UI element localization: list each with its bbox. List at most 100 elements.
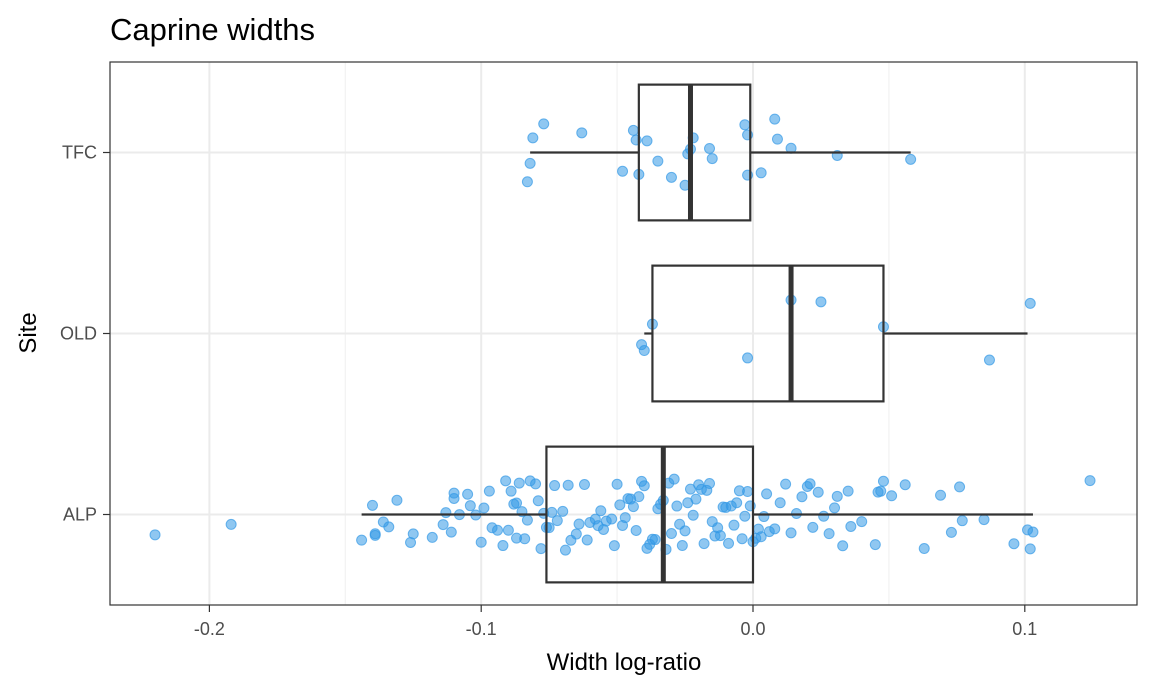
data-point xyxy=(856,516,868,528)
data-point xyxy=(521,176,533,188)
data-point xyxy=(530,478,542,490)
data-point xyxy=(755,167,767,179)
data-point xyxy=(511,497,523,509)
data-point xyxy=(815,296,827,308)
data-point xyxy=(627,501,639,513)
data-point xyxy=(742,352,754,364)
data-point xyxy=(505,485,517,497)
data-point xyxy=(1027,526,1039,538)
x-tick-label: -0.1 xyxy=(466,619,497,639)
data-point xyxy=(638,345,650,357)
data-point xyxy=(831,490,843,502)
data-point xyxy=(532,495,544,507)
data-point xyxy=(426,531,438,543)
data-point xyxy=(755,531,767,543)
data-point xyxy=(549,480,561,492)
data-point xyxy=(627,124,639,136)
data-point xyxy=(492,524,504,536)
axis-ticks: -0.2 -0.1 0.0 0.1 ALP OLD TFC xyxy=(60,143,1037,640)
data-point xyxy=(665,528,677,540)
data-point xyxy=(671,500,683,512)
data-point xyxy=(1008,538,1020,550)
data-point xyxy=(845,520,857,532)
box xyxy=(637,83,752,222)
data-point xyxy=(557,505,569,517)
data-point xyxy=(462,488,474,500)
data-point xyxy=(739,510,751,522)
data-point xyxy=(559,544,571,556)
data-point xyxy=(837,540,849,552)
data-point xyxy=(1024,543,1036,555)
data-point xyxy=(728,519,740,531)
y-axis-title: Site xyxy=(15,312,42,353)
data-point xyxy=(383,521,395,533)
data-point xyxy=(1084,475,1096,487)
data-point xyxy=(445,526,457,538)
data-point xyxy=(687,509,699,521)
data-point xyxy=(649,534,661,546)
x-tick-label: 0.0 xyxy=(740,619,765,639)
data-point xyxy=(704,142,716,154)
data-point xyxy=(665,171,677,183)
data-point xyxy=(225,518,237,530)
data-point xyxy=(736,533,748,545)
data-point xyxy=(538,118,550,130)
data-point xyxy=(954,481,966,493)
data-point xyxy=(978,514,990,526)
data-point xyxy=(407,528,419,540)
x-axis-title: Width log-ratio xyxy=(547,649,702,676)
data-point xyxy=(576,127,588,139)
data-point xyxy=(448,487,460,499)
data-point xyxy=(483,485,495,497)
x-tick-label: 0.1 xyxy=(1012,619,1037,639)
data-point xyxy=(595,505,607,517)
data-point xyxy=(807,521,819,533)
data-point xyxy=(570,528,582,540)
data-point xyxy=(366,499,378,511)
data-point xyxy=(706,153,718,165)
data-point xyxy=(1024,297,1036,309)
data-point xyxy=(739,119,751,131)
box xyxy=(651,264,885,403)
data-point xyxy=(823,528,835,540)
data-point xyxy=(562,479,574,491)
data-point xyxy=(464,500,476,512)
data-point xyxy=(391,494,403,506)
data-point xyxy=(611,478,623,490)
data-point xyxy=(149,529,161,541)
data-point xyxy=(829,502,841,514)
data-point xyxy=(780,478,792,490)
data-point xyxy=(617,165,629,177)
data-point xyxy=(796,491,808,503)
data-point xyxy=(521,514,533,526)
data-point xyxy=(475,536,487,548)
y-tick-label: TFC xyxy=(62,143,97,163)
box xyxy=(545,445,755,584)
data-point xyxy=(704,478,716,490)
data-point xyxy=(771,133,783,145)
data-point xyxy=(619,512,631,524)
data-point xyxy=(519,533,531,545)
data-point xyxy=(869,539,881,551)
data-point xyxy=(614,499,626,511)
data-point xyxy=(774,497,786,509)
data-point xyxy=(698,538,710,550)
data-point xyxy=(812,486,824,498)
y-tick-label: ALP xyxy=(63,505,97,525)
data-point xyxy=(886,490,898,502)
data-point xyxy=(581,534,593,546)
data-point xyxy=(500,475,512,487)
data-point xyxy=(535,543,547,555)
data-point xyxy=(668,473,680,485)
chart-title: Caprine widths xyxy=(110,12,315,47)
data-point xyxy=(742,486,754,498)
boxplots xyxy=(361,83,1033,584)
data-point xyxy=(478,502,490,514)
data-point xyxy=(652,155,664,167)
x-tick-label: -0.2 xyxy=(194,619,225,639)
data-point xyxy=(761,488,773,500)
data-point xyxy=(497,540,509,552)
data-point xyxy=(769,113,781,125)
data-point xyxy=(606,513,618,525)
